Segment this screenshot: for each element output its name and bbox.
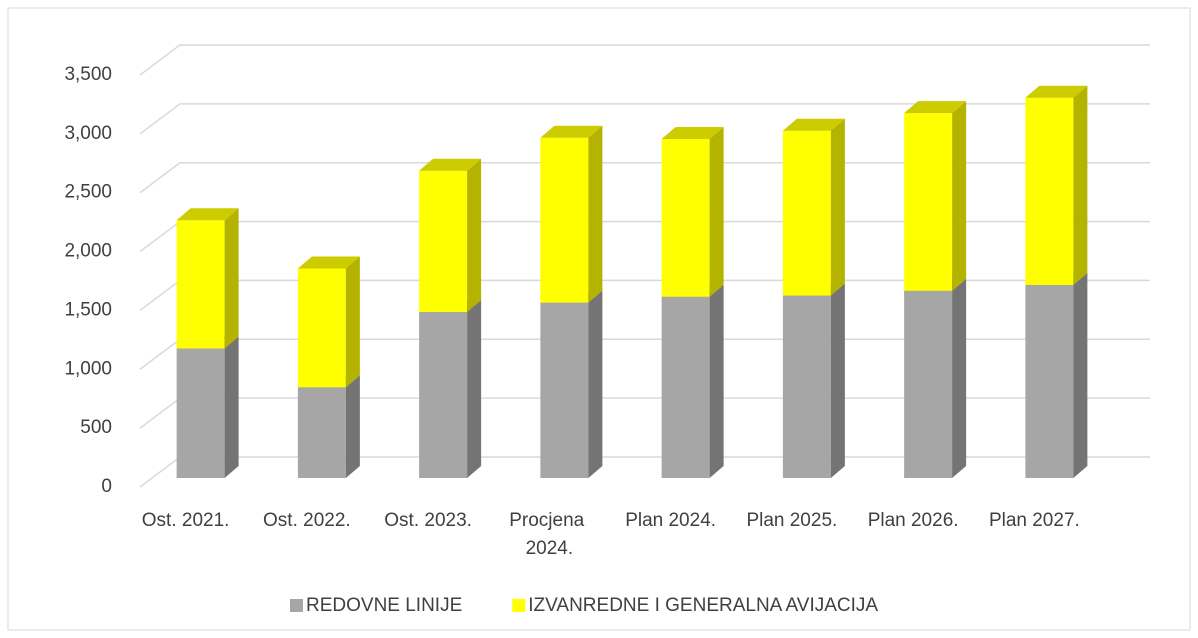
bar-side <box>709 126 724 297</box>
bar-side <box>1073 85 1088 285</box>
bar <box>661 284 724 478</box>
x-tick-label-line: 2024. <box>526 538 574 559</box>
bar-front <box>176 220 225 349</box>
x-tick-label-line: Procjena <box>509 510 589 531</box>
legend-swatch <box>512 599 526 612</box>
bar-top <box>661 126 724 139</box>
bar-top <box>782 118 845 131</box>
bar <box>176 208 239 349</box>
bar-side <box>952 101 967 291</box>
y-tick-label: 1,500 <box>64 299 112 320</box>
bar <box>904 101 967 291</box>
bar-top <box>176 208 239 221</box>
y-tick-label: 3,000 <box>64 123 112 144</box>
bar <box>782 283 845 478</box>
bar-side <box>224 208 239 349</box>
legend-label: IZVANREDNE I GENERALNA AVIJACIJA <box>528 595 878 616</box>
bar-top <box>540 125 603 138</box>
x-tick-label: Plan 2027. <box>989 510 1080 531</box>
y-tick-label: 0 <box>101 476 112 497</box>
x-tick-label: Plan 2025. <box>746 510 837 531</box>
bar-front <box>782 295 831 478</box>
grid-line <box>139 103 1150 135</box>
bar-front <box>297 268 346 388</box>
y-tick-label: 2,500 <box>64 182 112 203</box>
bar-top <box>419 158 482 171</box>
bar-front <box>176 348 225 478</box>
bar <box>419 300 482 478</box>
bar <box>782 118 845 296</box>
legend-label: REDOVNE LINIJE <box>306 595 462 616</box>
legend-swatch <box>290 599 303 612</box>
x-tick-label: Plan 2024. <box>625 510 716 531</box>
bar-front <box>1025 284 1074 478</box>
bar <box>419 158 482 313</box>
bar-side <box>830 283 845 478</box>
bar-front <box>540 302 589 478</box>
bar-side <box>709 284 724 478</box>
bar-side <box>830 118 845 296</box>
bar-top <box>1025 85 1088 98</box>
bar-front <box>661 138 710 297</box>
bar-front <box>661 296 710 478</box>
bar-top <box>297 256 360 269</box>
bar <box>540 290 603 478</box>
bar-front <box>904 113 953 291</box>
x-tick-label: Plan 2026. <box>868 510 959 531</box>
bar <box>661 126 724 297</box>
x-tick-label: Ost. 2021. <box>142 510 230 531</box>
bar <box>297 375 360 478</box>
bar <box>297 256 360 388</box>
bar-front <box>1025 97 1074 285</box>
bar-side <box>345 375 360 478</box>
bar <box>1025 85 1088 285</box>
x-tick-label: Ost. 2023. <box>384 510 472 531</box>
x-tick-label: Procjena 2024. <box>509 510 589 559</box>
bar-front <box>419 312 468 478</box>
bar <box>176 336 239 478</box>
bar <box>1025 272 1088 478</box>
bar-front <box>904 290 953 478</box>
y-tick-label: 3,500 <box>64 64 112 85</box>
bar-front <box>782 130 831 296</box>
bar-front <box>297 387 346 478</box>
bar-side <box>467 300 482 478</box>
bar <box>904 278 967 478</box>
bar <box>540 125 603 303</box>
grid-line <box>139 44 1150 76</box>
bar-side <box>588 125 603 303</box>
bar-side <box>345 256 360 388</box>
bar-side <box>1073 272 1088 478</box>
y-tick-label: 2,000 <box>64 241 112 262</box>
y-tick-label: 500 <box>80 417 112 438</box>
bar-side <box>588 290 603 478</box>
x-tick-label: Ost. 2022. <box>263 510 351 531</box>
bar-front <box>540 137 589 303</box>
bar-side <box>952 278 967 478</box>
bar-front <box>419 170 468 313</box>
bar-side <box>224 336 239 478</box>
y-tick-label: 1,000 <box>64 358 112 379</box>
bar-side <box>467 158 482 313</box>
bar-top <box>904 101 967 114</box>
